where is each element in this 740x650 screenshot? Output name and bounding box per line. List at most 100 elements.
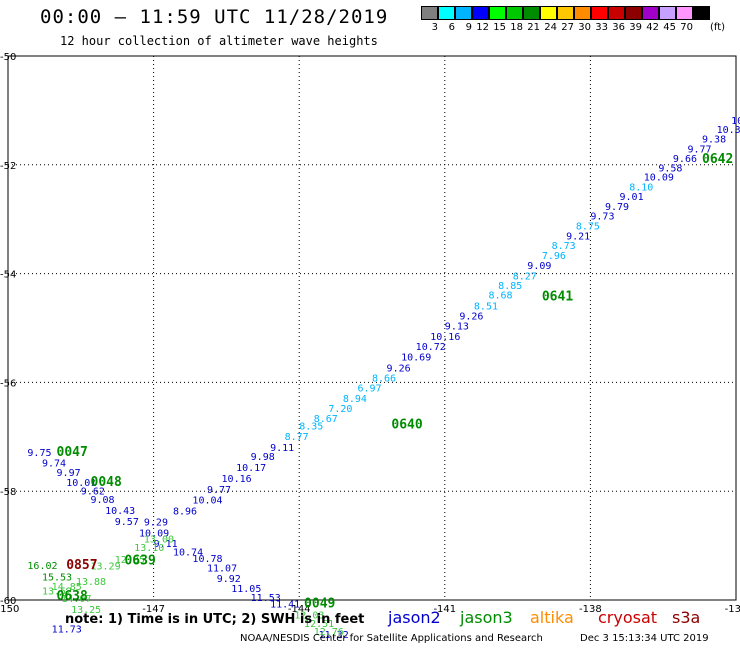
wave-height-label: 13.29 [91, 562, 121, 573]
wave-height-label: 9.11 [270, 443, 294, 454]
colorbar-tick-label: 12 [476, 22, 489, 33]
colorbar-swatch [693, 6, 710, 20]
colorbar-tick-label: 42 [646, 22, 659, 33]
lon-tick-label: -150 [0, 604, 19, 615]
lon-tick-label: -147 [142, 604, 165, 615]
wave-height-label: 8.10 [629, 182, 653, 193]
wave-height-label: 10.69 [401, 353, 431, 364]
wave-height-label: 8.35 [299, 422, 323, 433]
wave-height-label: 9.01 [620, 192, 644, 203]
wave-height-label: 9.57 [115, 517, 139, 528]
wave-height-label: 10.01 [66, 478, 96, 489]
wave-height-label: 9.98 [251, 452, 275, 463]
footer-timestamp: Dec 3 15:13:34 UTC 2019 [580, 633, 709, 644]
colorbar-tick-label: 15 [493, 22, 506, 33]
wave-height-label: 9.11 [154, 539, 178, 550]
wave-height-label: 15.53 [42, 572, 72, 583]
wave-height-label: 14.85 [52, 582, 82, 593]
wave-height-label: 10.43 [105, 506, 135, 517]
wave-height-label: 8.77 [285, 432, 309, 443]
wave-height-label: 11.07 [207, 564, 237, 575]
wave-height-label: 9.29 [144, 517, 168, 528]
pass-time-label: 0857 [66, 558, 97, 573]
footer-credit: NOAA/NESDIS Center for Satellite Applica… [240, 633, 543, 644]
wave-height-label: 10.09 [644, 173, 674, 184]
colorbar-swatch [438, 6, 455, 20]
colorbar-swatch [557, 6, 574, 20]
wave-height-label: 8.27 [513, 272, 537, 283]
page-title: 00:00 – 11:59 UTC 11/28/2019 [40, 6, 389, 28]
lat-tick-label: -52 [0, 161, 16, 172]
wave-height-label: 8.75 [576, 222, 600, 233]
lon-tick-label: -144 [288, 604, 311, 615]
colorbar-swatch [472, 6, 489, 20]
wave-height-label: 10.74 [173, 547, 203, 558]
wave-height-label: 7.20 [328, 404, 352, 415]
wave-height-label: 9.75 [27, 448, 51, 459]
colorbar-tick-label: 6 [448, 22, 455, 33]
wave-height-label: 9.38 [702, 134, 726, 145]
legend-jason3: jason3 [460, 608, 513, 627]
colorbar-swatch [676, 6, 693, 20]
legend-altika: altika [530, 608, 574, 627]
map-frame [7, 55, 737, 601]
wave-height-label: 8.51 [474, 302, 498, 313]
lon-tick-label: -135 [725, 604, 740, 615]
colorbar-tick-label: 21 [527, 22, 540, 33]
colorbar-swatch [455, 6, 472, 20]
wave-height-label: 10.78 [192, 554, 222, 565]
footer-note: note: 1) Time is in UTC; 2) SWH is in fe… [65, 612, 365, 627]
wave-height-label: 8.94 [343, 394, 367, 405]
colorbar-tick-label: 9 [465, 22, 472, 33]
colorbar-tick-label: 36 [612, 22, 625, 33]
wave-height-label: 11.73 [52, 625, 82, 636]
wave-height-label: 9.62 [81, 486, 105, 497]
colorbar-tick-label: 33 [595, 22, 608, 33]
colorbar-tick-label: 24 [544, 22, 557, 33]
colorbar-swatch [523, 6, 540, 20]
wave-height-label: 8.96 [173, 507, 197, 518]
lat-tick-label: -60 [0, 596, 16, 607]
wave-height-label: 9.73 [590, 212, 614, 223]
wave-height-label: 10.17 [236, 463, 266, 474]
wave-height-label: 13.25 [71, 605, 101, 616]
wave-height-label: 10.56 [731, 116, 740, 127]
wave-height-label: 9.13 [445, 322, 469, 333]
wave-height-label: 12.51 [304, 619, 334, 630]
legend-s3a: s3a [672, 608, 701, 627]
wave-height-label: 13.10 [134, 543, 164, 554]
wave-height-label: 9.26 [459, 311, 483, 322]
wave-height-label: 10.37 [717, 125, 740, 136]
wave-height-label: 9.58 [658, 163, 682, 174]
wave-height-label: 9.74 [42, 459, 66, 470]
wave-height-label: 10.16 [222, 474, 252, 485]
wave-height-label: 9.21 [566, 231, 590, 242]
wave-height-label: 8.68 [488, 291, 512, 302]
colorbar-swatch [421, 6, 438, 20]
wave-height-label: 11.05 [231, 584, 261, 595]
wave-height-label: 11.41 [270, 600, 300, 611]
lat-tick-label: -54 [0, 270, 16, 281]
lat-tick-label: -58 [0, 487, 16, 498]
lon-tick-label: -138 [579, 604, 602, 615]
colorbar-tick-label: 70 [680, 22, 693, 33]
wave-height-label: 8.73 [552, 241, 576, 252]
wave-height-label: 12.76 [314, 627, 344, 638]
colorbar-tick-label: 18 [510, 22, 523, 33]
wave-height-label: 16.02 [27, 561, 57, 572]
wave-height-label: 9.77 [207, 485, 231, 496]
colorbar-swatch [489, 6, 506, 20]
wave-height-label: 12.85 [115, 555, 145, 566]
wave-height-label: 9.66 [673, 154, 697, 165]
wave-height-label: 13.52 [42, 587, 72, 598]
wave-height-label: 9.09 [527, 261, 551, 272]
wave-height-label: 8.85 [498, 281, 522, 292]
lat-tick-label: -56 [0, 378, 16, 389]
colorbar-tick-label: 3 [431, 22, 438, 33]
wave-height-label: 10.09 [139, 528, 169, 539]
colorbar-tick-label: 45 [663, 22, 676, 33]
wave-height-label: 10.16 [430, 332, 460, 343]
wave-height-label: 10.72 [416, 342, 446, 353]
legend-cryosat: cryosat [598, 608, 658, 627]
